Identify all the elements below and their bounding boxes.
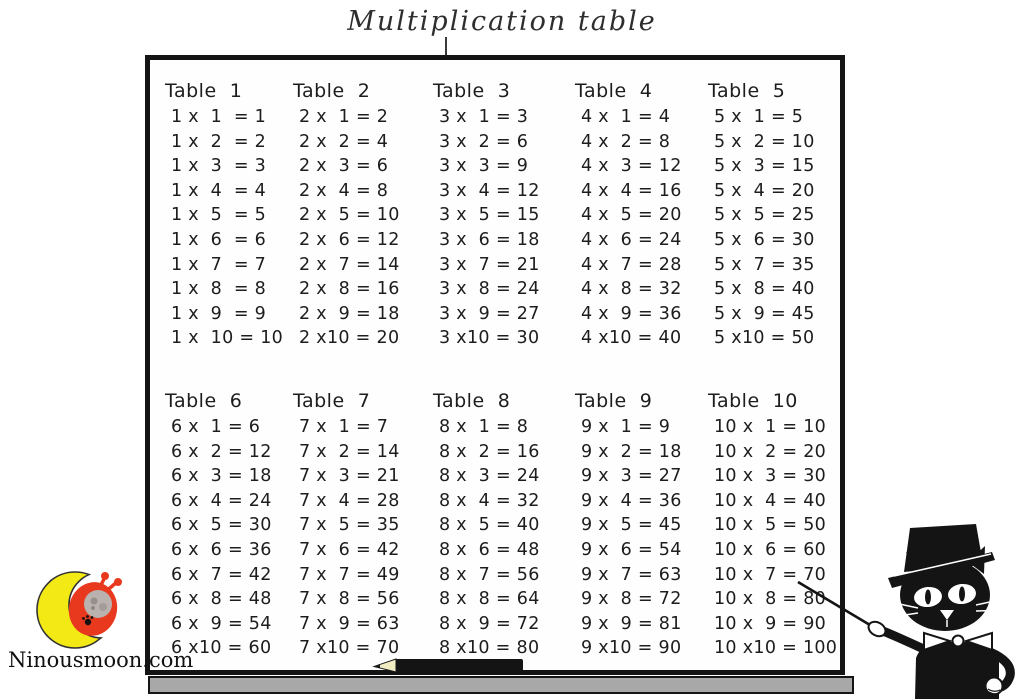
table-7-block: Table 7 7 x 1 = 7 7 x 2 = 14 7 x 3 = 21 … [293,390,400,661]
table-6-rows: 6 x 1 = 6 6 x 2 = 12 6 x 3 = 18 6 x 4 = … [171,417,272,659]
top-hat-icon [888,524,995,588]
table-1-block: Table 1 1 x 1 = 1 1 x 2 = 2 1 x 3 = 3 1 … [165,80,283,351]
table-10-rows: 10 x 1 = 10 10 x 2 = 20 10 x 3 = 30 10 x… [714,417,838,659]
pencil-icon [372,658,523,673]
table-10-block: Table 10 10 x 1 = 10 10 x 2 = 20 10 x 3 … [708,390,837,661]
table-10-title: Table 10 [708,390,798,412]
table-3-title: Table 3 [433,80,511,102]
table-7-title: Table 7 [293,390,371,412]
multiplication-board: Table 1 1 x 1 = 1 1 x 2 = 2 1 x 3 = 3 1 … [145,55,845,675]
title-flourish [445,37,447,56]
pointer-stick-icon [797,580,881,633]
table-7-rows: 7 x 1 = 7 7 x 2 = 14 7 x 3 = 21 7 x 4 = … [299,417,400,659]
table-2-block: Table 2 2 x 1 = 2 2 x 2 = 4 2 x 3 = 6 2 … [293,80,400,351]
site-name: Ninousmoon.com [8,648,194,672]
bow-tie-icon [923,631,993,652]
table-8-rows: 8 x 1 = 8 8 x 2 = 16 8 x 3 = 24 8 x 4 = … [439,417,540,659]
table-5-title: Table 5 [708,80,786,102]
table-6-block: Table 6 6 x 1 = 6 6 x 2 = 12 6 x 3 = 18 … [165,390,272,661]
table-4-title: Table 4 [575,80,653,102]
table-1-title: Table 1 [165,80,243,102]
cat-magician-illustration [797,524,1015,699]
page-title: Multiplication table [347,6,657,37]
table-9-rows: 9 x 1 = 9 9 x 2 = 18 9 x 3 = 27 9 x 4 = … [581,417,682,659]
table-9-block: Table 9 9 x 1 = 9 9 x 2 = 18 9 x 3 = 27 … [575,390,682,661]
table-3-block: Table 3 3 x 1 = 3 3 x 2 = 6 3 x 3 = 9 3 … [433,80,540,351]
table-9-title: Table 9 [575,390,653,412]
red-bug-icon [68,572,122,636]
table-5-rows: 5 x 1 = 5 5 x 2 = 10 5 x 3 = 15 5 x 4 = … [714,107,815,349]
table-4-block: Table 4 4 x 1 = 4 4 x 2 = 8 4 x 3 = 12 4… [575,80,682,351]
table-1-rows: 1 x 1 = 1 1 x 2 = 2 1 x 3 = 3 1 x 4 = 4 … [171,107,284,349]
table-3-rows: 3 x 1 = 3 3 x 2 = 6 3 x 3 = 9 3 x 4 = 12… [439,107,540,349]
chalk-tray [148,676,854,694]
table-6-title: Table 6 [165,390,243,412]
table-8-title: Table 8 [433,390,511,412]
ninousmoon-logo [36,571,122,649]
table-2-title: Table 2 [293,80,371,102]
table-8-block: Table 8 8 x 1 = 8 8 x 2 = 16 8 x 3 = 24 … [433,390,540,661]
table-4-rows: 4 x 1 = 4 4 x 2 = 8 4 x 3 = 12 4 x 4 = 1… [581,107,682,349]
table-5-block: Table 5 5 x 1 = 5 5 x 2 = 10 5 x 3 = 15 … [708,80,815,351]
table-2-rows: 2 x 1 = 2 2 x 2 = 4 2 x 3 = 6 2 x 4 = 8 … [299,107,400,349]
